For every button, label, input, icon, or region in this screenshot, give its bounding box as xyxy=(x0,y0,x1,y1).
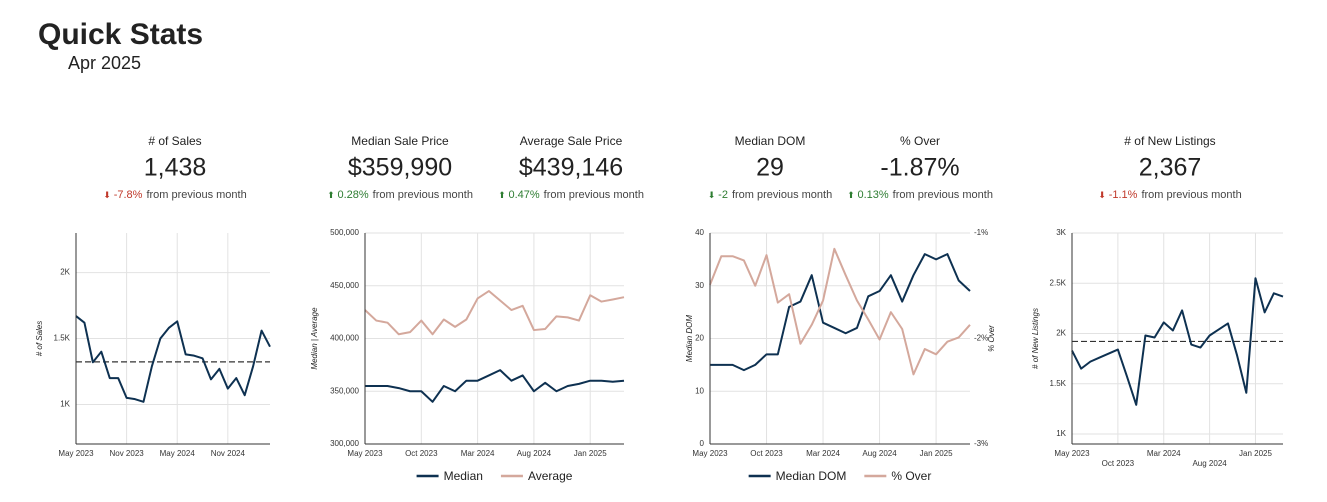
y-tick-label: 2K xyxy=(1056,329,1066,338)
y-tick-label: 0 xyxy=(700,439,705,448)
stat-change-line: ⬆ 0.28% from previous month xyxy=(327,189,473,201)
stat-label: # of New Listings xyxy=(1124,134,1215,148)
y-tick-label: 1K xyxy=(60,400,70,409)
y-tick-label: 2.5K xyxy=(1050,278,1067,287)
stat-change: 0.47% xyxy=(508,189,539,201)
series-line xyxy=(710,253,971,372)
stat-value: 29 xyxy=(756,154,784,182)
stat-change-line: ⬆ 0.13% from previous month xyxy=(847,189,993,201)
y-tick-label: 400,000 xyxy=(330,334,359,343)
stat-label: % Over xyxy=(900,134,940,148)
x-tick-label: Aug 2024 xyxy=(1192,459,1227,468)
x-tick-label: Oct 2023 xyxy=(750,449,783,458)
y2-tick-label: -2% xyxy=(974,334,988,343)
series-line xyxy=(364,290,625,336)
trend-arrow: ⬇ xyxy=(103,191,113,201)
series-line xyxy=(75,315,271,403)
stat-value: $439,146 xyxy=(519,154,623,182)
stat-change: 0.28% xyxy=(337,189,368,201)
trend-arrow: ⬆ xyxy=(498,191,508,201)
y-tick-label: 2K xyxy=(60,268,70,277)
y-axis-label: # of Sales xyxy=(35,321,44,357)
x-tick-label: Aug 2024 xyxy=(517,449,552,458)
y-tick-label: 1.5K xyxy=(54,334,71,343)
y-tick-label: 450,000 xyxy=(330,281,359,290)
stat-note: from previous month xyxy=(893,189,993,201)
y-axis-label: # of New Listings xyxy=(1031,308,1040,369)
trend-arrow: ⬇ xyxy=(708,191,718,201)
stat-note: from previous month xyxy=(1141,189,1241,201)
y2-tick-label: -3% xyxy=(974,439,988,448)
stat-change: 0.13% xyxy=(857,189,888,201)
stat-value: 2,367 xyxy=(1139,154,1202,182)
y-tick-label: 500,000 xyxy=(330,228,359,237)
stat-value: $359,990 xyxy=(348,154,452,182)
x-tick-label: Mar 2024 xyxy=(461,449,495,458)
stat-label: Median DOM xyxy=(735,134,806,148)
legend: Median DOM % Over xyxy=(748,469,931,483)
y-tick-label: 1.5K xyxy=(1050,379,1067,388)
x-tick-label: May 2023 xyxy=(1054,449,1090,458)
stat-change-line: ⬇ -2 from previous month xyxy=(708,189,832,201)
stat-change: -1.1% xyxy=(1109,189,1138,201)
x-tick-label: Mar 2024 xyxy=(806,449,840,458)
x-tick-label: May 2023 xyxy=(58,449,94,458)
x-tick-label: Aug 2024 xyxy=(862,449,897,458)
x-tick-label: Nov 2024 xyxy=(211,449,246,458)
y2-tick-label: -1% xyxy=(974,228,988,237)
stat-note: from previous month xyxy=(146,189,246,201)
stat-change: -2 xyxy=(718,189,728,201)
x-tick-label: Mar 2024 xyxy=(1147,449,1181,458)
y-tick-label: 10 xyxy=(695,386,704,395)
stat-note: from previous month xyxy=(373,189,473,201)
y2-axis-label: % Over xyxy=(987,325,996,352)
stat-note: from previous month xyxy=(732,189,832,201)
x-tick-label: Nov 2023 xyxy=(109,449,144,458)
stat-change: -7.8% xyxy=(114,189,143,201)
series-line xyxy=(365,369,625,403)
page-subtitle: Apr 2025 xyxy=(68,53,141,73)
stat-change-line: ⬇ -7.8% from previous month xyxy=(103,189,246,201)
y-tick-label: 40 xyxy=(695,228,704,237)
legend-label: Average xyxy=(528,469,573,483)
page-title: Quick Stats xyxy=(38,18,203,51)
series-line xyxy=(1071,277,1284,406)
legend-label: Median DOM xyxy=(776,469,847,483)
x-tick-label: May 2024 xyxy=(160,449,196,458)
y-tick-label: 20 xyxy=(695,334,704,343)
stat-label: # of Sales xyxy=(148,134,201,148)
y-axis-label: Median | Average xyxy=(310,307,319,370)
x-tick-label: Jan 2025 xyxy=(920,449,953,458)
x-tick-label: May 2023 xyxy=(347,449,383,458)
stat-change-line: ⬇ -1.1% from previous month xyxy=(1098,189,1241,201)
x-tick-label: Jan 2025 xyxy=(574,449,607,458)
y-tick-label: 300,000 xyxy=(330,439,359,448)
y-tick-label: 30 xyxy=(695,281,704,290)
x-tick-label: Jan 2025 xyxy=(1239,449,1272,458)
legend-label: Median xyxy=(444,469,483,483)
x-tick-label: Oct 2023 xyxy=(405,449,438,458)
stat-note: from previous month xyxy=(544,189,644,201)
stat-label: Average Sale Price xyxy=(520,134,623,148)
stat-label: Median Sale Price xyxy=(351,134,449,148)
series-line xyxy=(709,247,971,376)
trend-arrow: ⬇ xyxy=(1098,191,1108,201)
y-tick-label: 3K xyxy=(1056,228,1066,237)
y-tick-label: 1K xyxy=(1056,429,1066,438)
x-tick-label: May 2023 xyxy=(692,449,728,458)
stat-value: -1.87% xyxy=(880,154,959,182)
legend-label: % Over xyxy=(891,469,931,483)
trend-arrow: ⬆ xyxy=(847,191,857,201)
stat-change-line: ⬆ 0.47% from previous month xyxy=(498,189,644,201)
y-axis-label: Median DOM xyxy=(685,315,694,362)
y-tick-label: 350,000 xyxy=(330,386,359,395)
stat-value: 1,438 xyxy=(144,154,207,182)
x-tick-label: Oct 2023 xyxy=(1102,459,1135,468)
trend-arrow: ⬆ xyxy=(327,191,337,201)
legend: Median Average xyxy=(416,469,573,483)
